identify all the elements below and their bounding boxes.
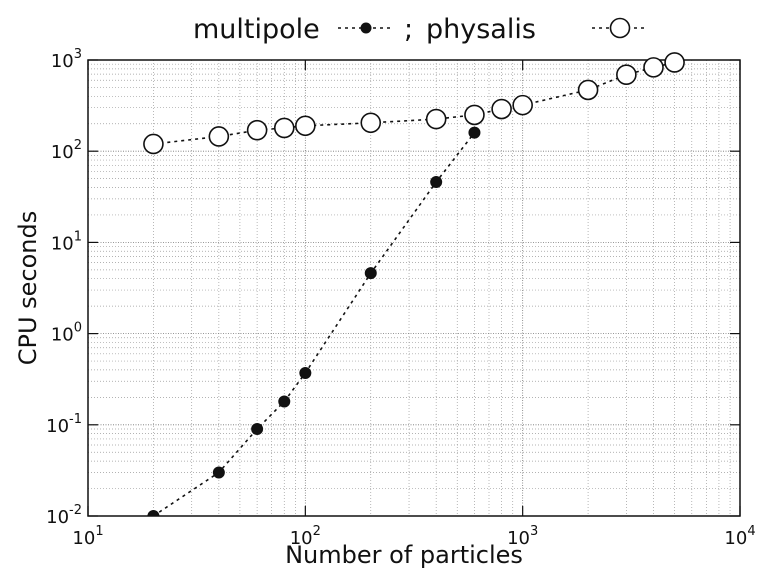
legend-marker — [609, 17, 631, 39]
legend-multipole-label: multipole — [193, 14, 320, 45]
legend-multipole-marker — [338, 22, 394, 34]
x-axis-label: Number of particles — [285, 541, 523, 569]
axis-ticks — [87, 59, 741, 517]
multipole-point — [468, 126, 481, 139]
physalis-point — [464, 104, 485, 126]
legend-physalis-label: physalis — [426, 14, 536, 45]
legend-separator: ; — [404, 14, 413, 45]
multipole-point — [430, 175, 443, 188]
multipole-point — [251, 422, 264, 435]
physalis-point — [643, 57, 664, 78]
multipole-point — [278, 395, 291, 408]
series-multipole — [147, 126, 481, 516]
grid — [87, 59, 741, 517]
x-tick-label: 104 — [724, 524, 755, 549]
multipole-line — [152, 132, 476, 516]
physalis-point — [616, 64, 637, 85]
x-tick-label: 102 — [290, 524, 321, 549]
x-tick-labels: 101 102 103 104 — [72, 524, 755, 549]
y-tick-label: 101 — [51, 229, 82, 254]
y-tick-label: 100 — [51, 321, 82, 346]
physalis-point — [246, 119, 268, 141]
physalis-point — [425, 108, 447, 130]
legend: multipole ; physalis — [193, 14, 648, 45]
y-tick-label: 103 — [51, 47, 82, 72]
multipole-point — [212, 466, 225, 479]
multipole-point — [147, 510, 160, 516]
physalis-point — [664, 52, 685, 73]
x-tick-label: 101 — [72, 524, 103, 549]
physalis-point — [208, 126, 230, 147]
y-tick-label: 10-2 — [46, 503, 82, 528]
physalis-point — [143, 133, 164, 155]
series-physalis — [143, 52, 685, 155]
y-tick-label: 10-1 — [46, 412, 82, 437]
physalis-point — [577, 79, 599, 101]
y-tick-labels: 10-2 10-1 100 101 102 103 — [46, 47, 82, 528]
series-layer — [143, 52, 685, 516]
physalis-point — [512, 94, 533, 116]
plot-frame — [87, 59, 741, 517]
multipole-point — [364, 267, 377, 280]
physalis-point — [273, 117, 295, 139]
physalis-point — [360, 112, 382, 134]
physalis-point — [491, 98, 512, 120]
legend-physalis-marker — [592, 17, 648, 39]
x-tick-label: 103 — [507, 524, 538, 549]
physalis-point — [295, 115, 316, 137]
multipole-point — [299, 366, 312, 379]
y-tick-label: 102 — [51, 138, 82, 163]
y-axis-label: CPU seconds — [14, 211, 42, 366]
physalis-line — [153, 61, 675, 145]
legend-marker — [360, 22, 372, 34]
